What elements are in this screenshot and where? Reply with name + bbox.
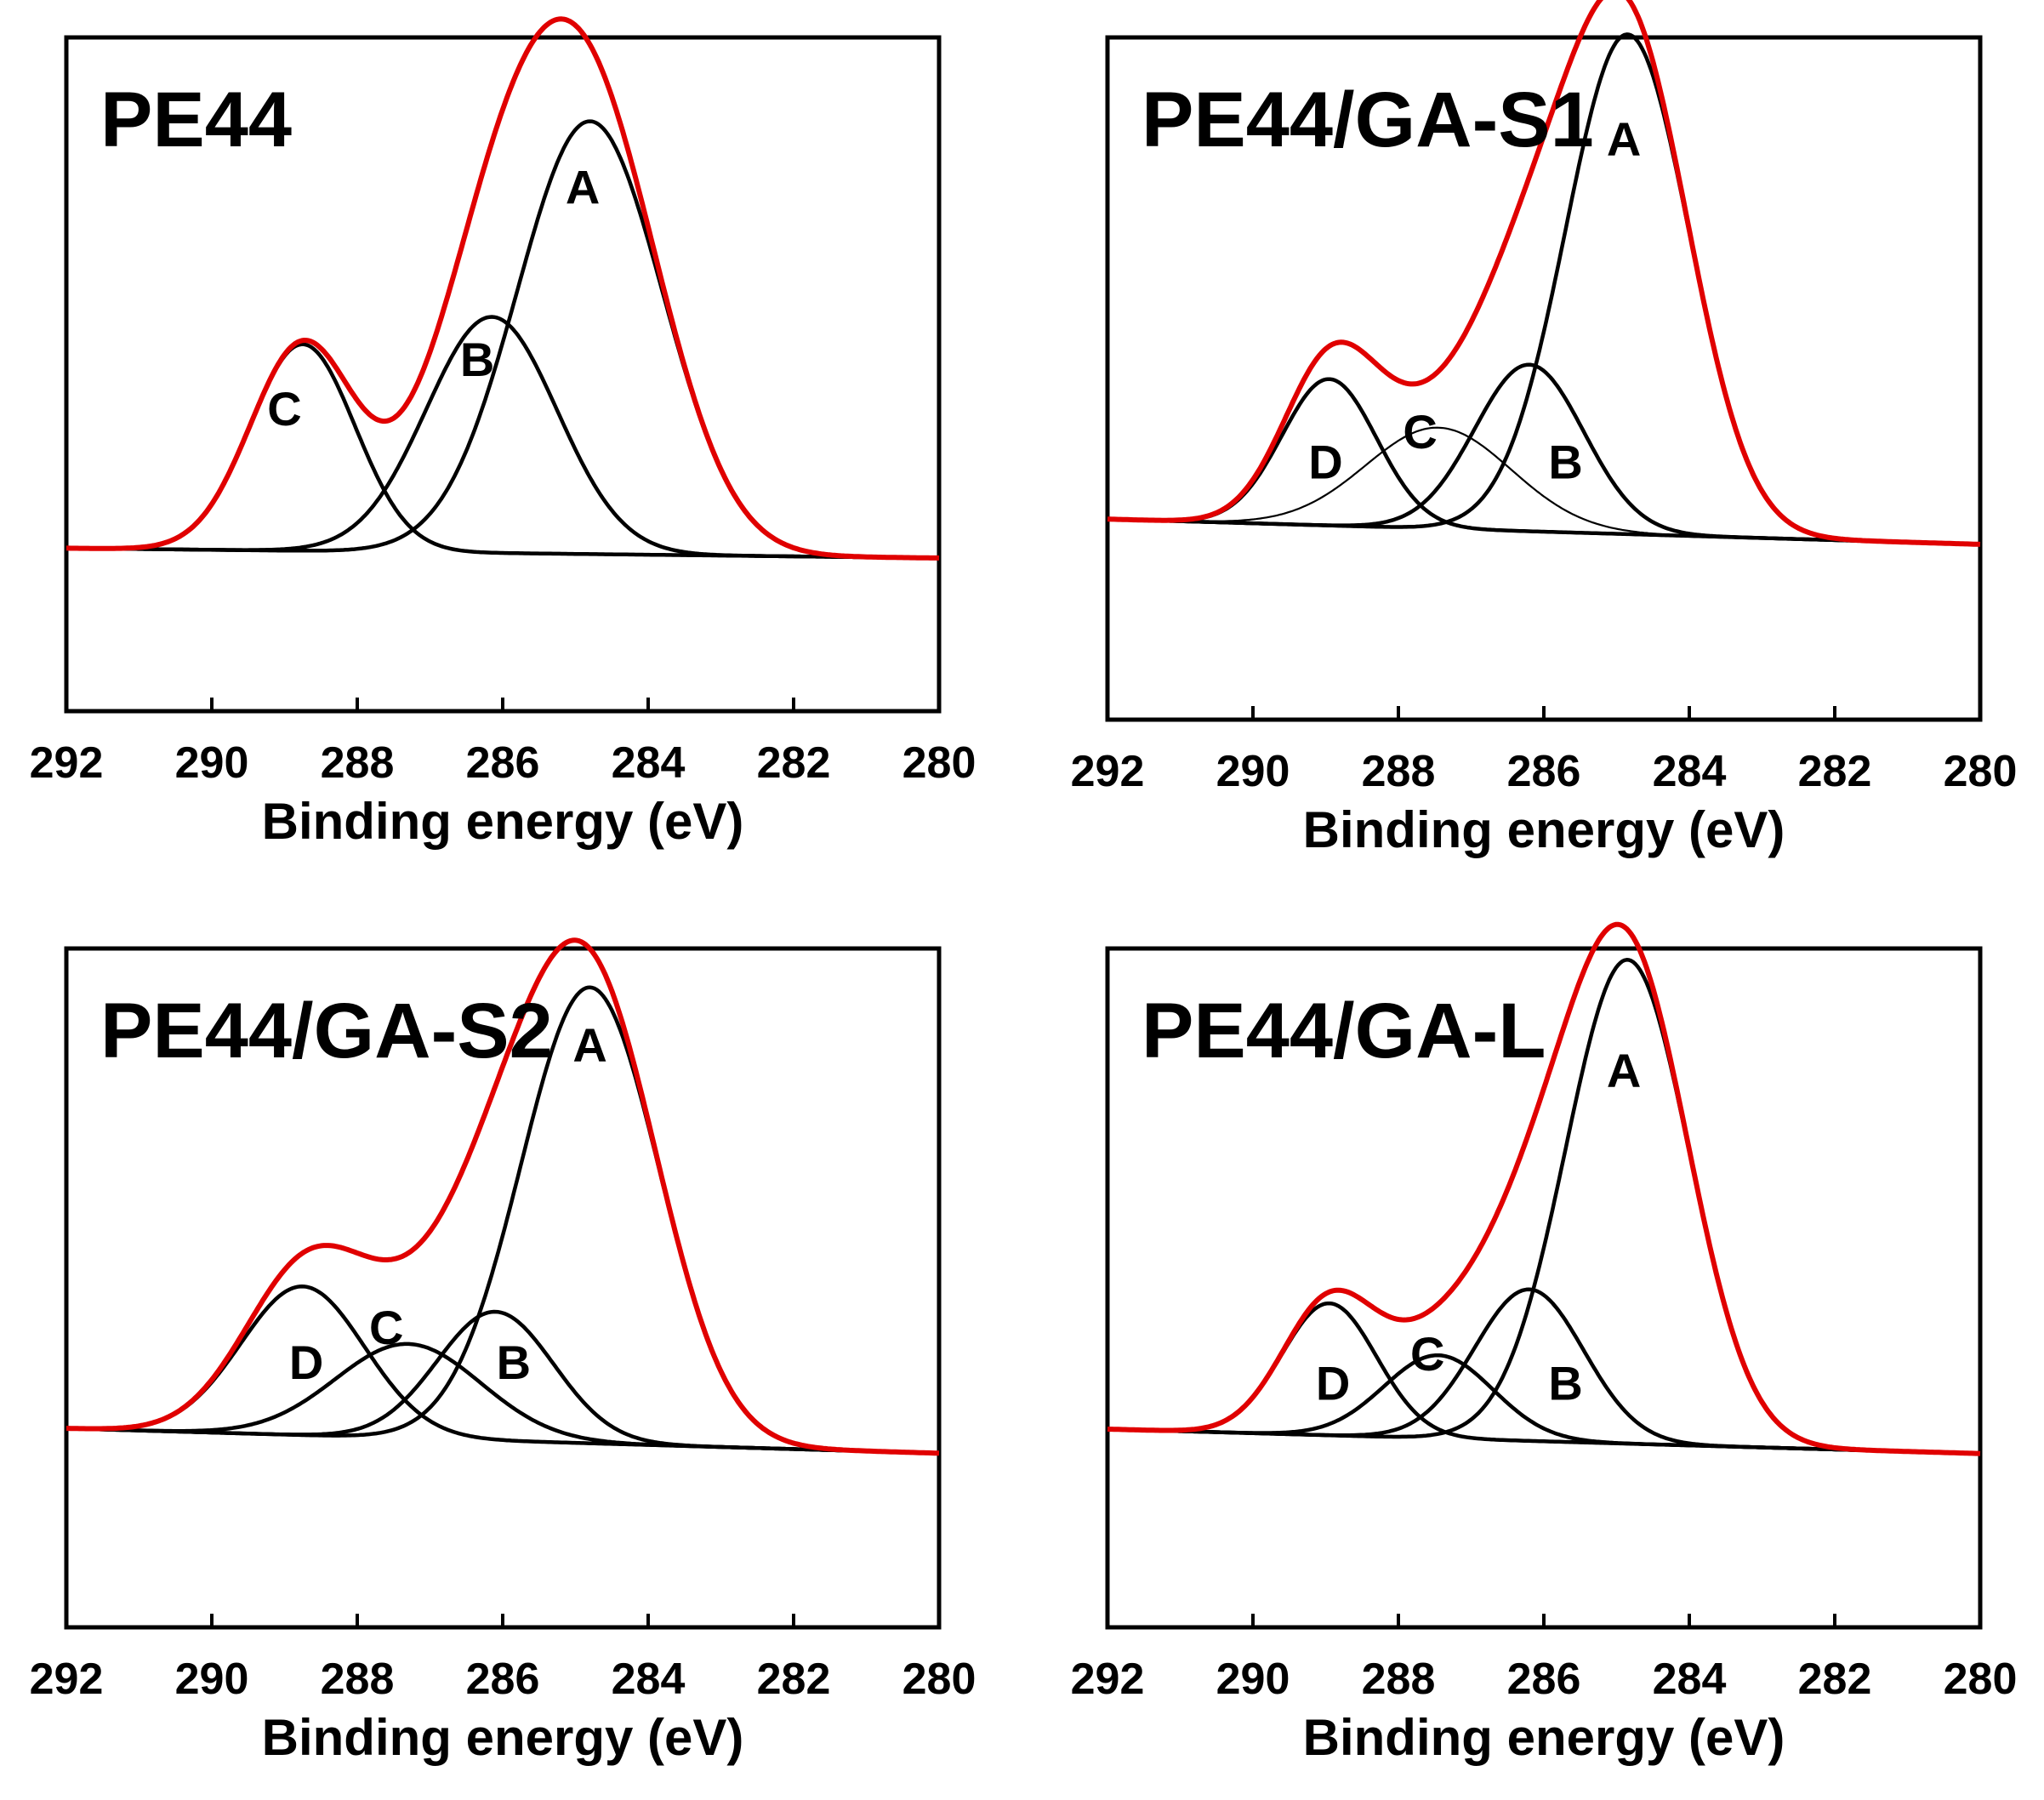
x-tick-label: 290 [175, 738, 249, 788]
x-axis-label: Binding energy (eV) [1303, 1709, 1785, 1766]
x-tick-label: 292 [1071, 747, 1145, 796]
x-tick-label: 288 [1362, 1655, 1436, 1704]
panel-pe44: 292 290 288 286 284 282 280 Binding energy (eV)… [30, 16, 976, 850]
x-tick-label: 292 [30, 738, 104, 788]
x-tick-label: 292 [1071, 1655, 1145, 1704]
x-tick-label: 284 [612, 738, 686, 788]
panel-title: PE44 [100, 77, 292, 163]
panel-title: PE44/GA-L [1142, 988, 1546, 1074]
component-peak-d [1107, 377, 1981, 547]
x-tick-label: 282 [757, 738, 831, 788]
peak-label-d: D [289, 1336, 323, 1389]
x-tick-label: 290 [175, 1655, 249, 1704]
peak-label-d: D [1308, 436, 1342, 489]
x-tick-label: 286 [466, 1655, 540, 1704]
x-tick-label: 280 [902, 1655, 976, 1704]
component-peak-c [1107, 1353, 1981, 1455]
x-tick-label: 286 [466, 738, 540, 788]
x-tick-label: 292 [30, 1655, 104, 1704]
peak-label-b: B [1548, 436, 1582, 489]
x-tick-label: 282 [1798, 747, 1872, 796]
envelope-fit-line [65, 16, 940, 561]
peak-label-c: C [1410, 1327, 1444, 1381]
x-tick-label: 288 [321, 1655, 395, 1704]
envelope-fit-line [1107, 0, 1981, 547]
component-peak-b [1107, 362, 1981, 547]
peak-label-a: A [1607, 1044, 1641, 1097]
panel-pe44-ga-s1: 292 290 288 286 284 282 280 Binding energy (eV)… [1071, 0, 2018, 858]
x-tick-label: 286 [1507, 1655, 1581, 1704]
peak-label-c: C [267, 382, 301, 436]
x-tick-label: 282 [757, 1655, 831, 1704]
peak-label-a: A [572, 1018, 606, 1072]
x-tick-label: 282 [1798, 1655, 1872, 1704]
x-tick-label: 288 [321, 738, 395, 788]
x-tick-label: 284 [612, 1655, 686, 1704]
x-tick-label: 286 [1507, 747, 1581, 796]
x-axis-label: Binding energy (eV) [1303, 801, 1785, 858]
peak-label-c: C [1403, 405, 1437, 459]
x-tick-label: 280 [902, 738, 976, 788]
component-peak-a [66, 119, 940, 561]
x-tick-label: 290 [1216, 1655, 1290, 1704]
peak-label-a: A [1607, 112, 1641, 166]
panel-pe44-ga-l: 292 290 288 286 284 282 280 Binding energy (eV)… [1071, 921, 2018, 1766]
x-tick-label: 280 [1944, 1655, 2018, 1704]
x-tick-label: 290 [1216, 747, 1290, 796]
peak-label-b: B [1548, 1357, 1582, 1410]
x-axis-label: Binding energy (eV) [262, 1709, 744, 1766]
peak-label-c: C [369, 1301, 403, 1354]
component-peak-c [1107, 426, 1981, 545]
panel-title: PE44/GA-S2 [100, 988, 553, 1074]
peak-label-a: A [566, 161, 600, 214]
x-axis-label: Binding energy (eV) [262, 793, 744, 850]
peak-label-b: B [460, 333, 494, 386]
x-tick-label: 280 [1944, 747, 2018, 796]
x-tick-label: 284 [1653, 747, 1727, 796]
peak-label-b: B [497, 1336, 531, 1389]
envelope-fit-line [65, 937, 940, 1456]
envelope-fit-line [1107, 921, 1981, 1456]
peak-label-d: D [1316, 1357, 1350, 1410]
panel-pe44-ga-s2: 292 290 288 286 284 282 280 Binding energy (eV)… [30, 937, 976, 1766]
panel-title: PE44/GA-S1 [1142, 77, 1594, 163]
x-tick-label: 284 [1653, 1655, 1727, 1704]
x-tick-label: 288 [1362, 747, 1436, 796]
